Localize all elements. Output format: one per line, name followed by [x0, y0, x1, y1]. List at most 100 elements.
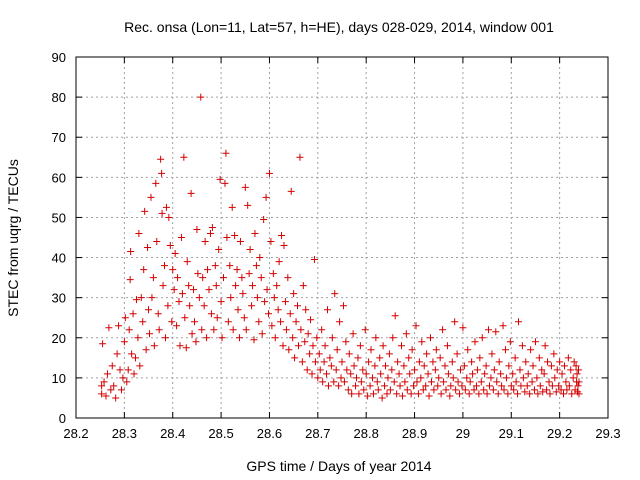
x-tick-label: 28.7: [305, 426, 330, 441]
data-point: [309, 342, 317, 350]
data-point: [263, 286, 271, 294]
data-point: [185, 282, 193, 290]
data-point: [487, 374, 495, 382]
data-point: [103, 370, 111, 378]
data-point: [480, 386, 488, 394]
data-point: [302, 306, 310, 314]
x-tick-label: 28.4: [160, 426, 185, 441]
data-point: [527, 346, 535, 354]
data-point: [398, 392, 406, 400]
data-point: [543, 386, 551, 394]
data-point: [127, 248, 135, 256]
data-point: [377, 370, 385, 378]
data-point: [493, 378, 501, 386]
data-point: [449, 374, 457, 382]
data-point: [471, 338, 479, 346]
data-point: [371, 362, 379, 370]
data-point: [126, 276, 134, 284]
data-point: [540, 370, 548, 378]
data-point: [98, 390, 106, 398]
data-point: [468, 358, 476, 366]
data-point: [171, 250, 179, 258]
data-point: [327, 362, 335, 370]
data-point: [155, 326, 163, 334]
data-point: [352, 382, 360, 390]
y-tick-label: 80: [52, 90, 66, 105]
data-point: [412, 322, 420, 330]
data-point: [281, 298, 289, 306]
y-tick-labels: 0 10 20 30 40 50 60 70 80 90: [52, 50, 66, 426]
data-point: [99, 340, 107, 348]
data-point: [481, 370, 489, 378]
data-point: [157, 155, 165, 163]
data-point: [523, 382, 531, 390]
data-point: [256, 254, 264, 262]
data-point: [313, 334, 321, 342]
data-point: [394, 358, 402, 366]
data-point: [113, 350, 121, 358]
y-tick-label: 10: [52, 371, 66, 386]
data-point: [238, 274, 246, 282]
data-point: [349, 330, 357, 338]
data-point: [170, 286, 178, 294]
data-point: [124, 366, 132, 374]
data-point: [430, 386, 438, 394]
data-point: [509, 370, 517, 378]
data-point: [287, 187, 295, 195]
data-point: [574, 382, 582, 390]
data-point: [107, 386, 115, 394]
data-point: [330, 378, 338, 386]
data-point: [257, 274, 265, 282]
data-point: [159, 282, 167, 290]
data-point: [575, 378, 583, 386]
plot-frame: [75, 56, 609, 419]
data-point: [529, 362, 537, 370]
data-point: [569, 374, 577, 382]
data-point: [464, 346, 472, 354]
data-point: [391, 312, 399, 320]
data-point: [366, 382, 374, 390]
data-point: [461, 386, 469, 394]
data-point: [478, 334, 486, 342]
data-point: [148, 294, 156, 302]
data-point: [116, 366, 124, 374]
data-point: [200, 302, 208, 310]
data-point: [483, 390, 491, 398]
data-point: [466, 378, 474, 386]
data-point: [477, 378, 485, 386]
data-point: [323, 370, 331, 378]
data-point: [338, 358, 346, 366]
y-tick-label: 70: [52, 130, 66, 145]
data-point: [261, 298, 269, 306]
data-point: [516, 366, 524, 374]
data-point: [197, 93, 205, 101]
data-point: [195, 294, 203, 302]
data-point: [497, 370, 505, 378]
data-point: [459, 324, 467, 332]
data-point: [567, 366, 575, 374]
data-point: [139, 318, 147, 326]
data-point: [186, 302, 194, 310]
data-point: [218, 334, 226, 342]
data-point: [541, 342, 549, 350]
data-point: [451, 318, 459, 326]
data-point: [374, 386, 382, 394]
data-point: [420, 362, 428, 370]
data-point: [306, 350, 314, 358]
data-point: [436, 354, 444, 362]
data-point: [140, 266, 148, 274]
data-point: [332, 366, 340, 374]
data-point: [123, 378, 131, 386]
data-point: [221, 179, 229, 187]
data-point: [100, 378, 108, 386]
data-point: [249, 282, 257, 290]
data-point: [441, 362, 449, 370]
data-point: [108, 362, 116, 370]
data-point: [434, 382, 442, 390]
data-point: [415, 358, 423, 366]
data-point: [494, 390, 502, 398]
data-point: [208, 223, 216, 231]
data-point: [524, 370, 532, 378]
data-point: [407, 390, 415, 398]
data-point: [279, 342, 287, 350]
